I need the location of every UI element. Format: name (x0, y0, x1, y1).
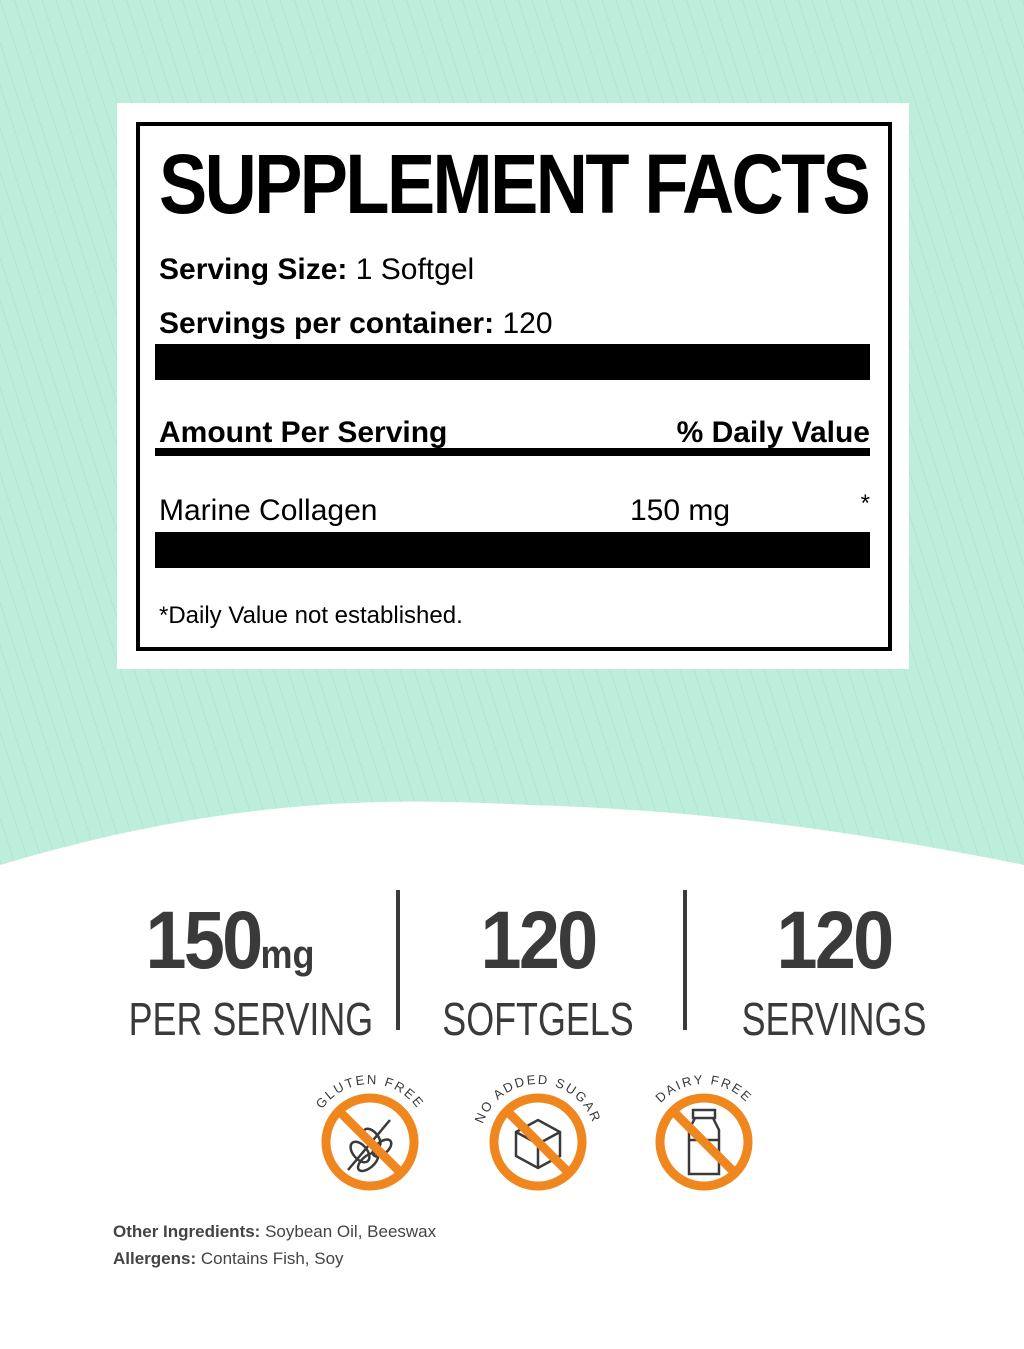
stat-divider (396, 890, 400, 1030)
stat-divider (683, 890, 687, 1030)
badges: GLUTEN FREE NO ADDED SUGAR DAIRY FREE (313, 1072, 754, 1191)
amount-per-serving-header: Amount Per Serving (159, 416, 448, 449)
allergens: Allergens: Contains Fish, Soy (113, 1249, 344, 1268)
other-ingredients: Other Ingredients: Soybean Oil, Beeswax (113, 1222, 437, 1241)
stat-per-serving: 150mg PER SERVING (128, 895, 374, 1045)
supplement-facts-panel: SUPPLEMENT FACTS Serving Size: 1 Softgel… (117, 103, 909, 669)
serving-size: Serving Size: 1 Softgel (159, 253, 475, 286)
medium-divider (155, 448, 870, 456)
gluten-free-badge: GLUTEN FREE (313, 1072, 428, 1191)
supplement-facts-border: SUPPLEMENT FACTS Serving Size: 1 Softgel… (136, 122, 892, 651)
svg-text:GLUTEN FREE: GLUTEN FREE (313, 1072, 428, 1111)
stat-softgels: 120 SOFTGELS (442, 895, 634, 1045)
no-added-sugar-badge: NO ADDED SUGAR (472, 1072, 602, 1191)
daily-value-header: % Daily Value (676, 416, 870, 449)
footnote: *Daily Value not established. (159, 602, 463, 629)
ingredient-name: Marine Collagen (159, 494, 378, 527)
thick-divider-bottom (155, 532, 870, 568)
ingredient-dv: * (860, 490, 870, 517)
facts-title: SUPPLEMENT FACTS (159, 137, 871, 231)
thick-divider (155, 344, 870, 380)
servings-per-container: Servings per container: 120 (159, 307, 553, 340)
ingredient-amount: 150 mg (630, 494, 731, 527)
stat-servings: 120 SERVINGS (741, 895, 927, 1045)
dairy-free-badge: DAIRY FREE (652, 1072, 754, 1191)
